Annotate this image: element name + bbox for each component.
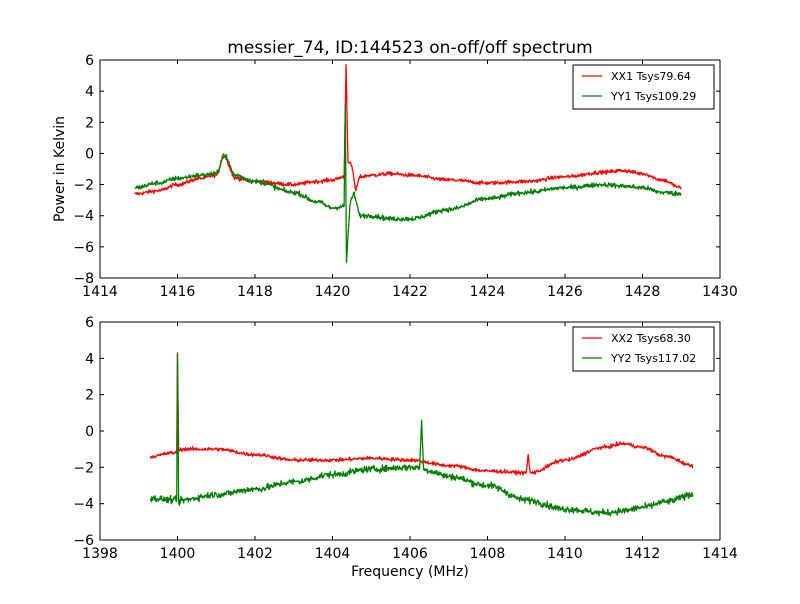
x-tick-label: 1430 — [702, 284, 738, 300]
y-tick-label: −4 — [73, 497, 94, 513]
x-tick-label: 1414 — [702, 546, 738, 562]
x-tick-label: 1418 — [237, 284, 273, 300]
x-tick-label: 1404 — [315, 546, 351, 562]
x-tick-label: 1402 — [237, 546, 273, 562]
x-tick-label: 1420 — [315, 284, 351, 300]
series-line-xx2 — [149, 352, 694, 476]
x-tick-label: 1398 — [82, 546, 118, 562]
y-tick-label: −2 — [73, 178, 94, 194]
x-tick-label: 1428 — [625, 284, 661, 300]
y-tick-label: 0 — [85, 424, 94, 440]
x-tick-label: 1406 — [392, 546, 428, 562]
legend-entry: XX2 Tsys68.30 — [611, 332, 691, 345]
x-tick-label: 1408 — [470, 546, 506, 562]
y-tick-label: −6 — [73, 533, 94, 549]
x-axis-label: Frequency (MHz) — [351, 564, 469, 580]
plot-area — [149, 352, 694, 517]
y-tick-label: 6 — [85, 315, 94, 331]
legend: XX2 Tsys68.30 YY2 Tsys117.02 — [572, 326, 715, 372]
x-tick-label: 1414 — [82, 284, 118, 300]
y-tick-label: 2 — [85, 115, 94, 131]
x-tick-label: 1424 — [470, 284, 506, 300]
x-tick-label: 1400 — [160, 546, 196, 562]
y-axis-label: Power in Kelvin — [52, 116, 68, 222]
panel-bottom: 1398 1400 1402 1404 1406 1408 1410 1412 1414 −6 −4… — [73, 315, 738, 562]
legend-box — [572, 64, 715, 110]
chart-title: messier_74, ID:144523 on-off/off spectru… — [227, 38, 592, 58]
y-tick-label: 4 — [85, 351, 94, 367]
y-tick-label: −4 — [73, 209, 94, 225]
y-tick-label: −2 — [73, 460, 94, 476]
legend-entry: XX1 Tsys79.64 — [611, 70, 691, 83]
y-tick-label: 4 — [85, 84, 94, 100]
x-tick-label: 1416 — [160, 284, 196, 300]
series-line-yy2 — [149, 354, 694, 517]
x-tick-label: 1410 — [547, 546, 583, 562]
legend-entry: YY2 Tsys117.02 — [610, 352, 696, 365]
y-tick-label: 6 — [85, 53, 94, 69]
y-tick-label: −8 — [73, 271, 94, 287]
legend-box — [572, 326, 715, 372]
x-tick-label: 1422 — [392, 284, 428, 300]
y-tick-label: 2 — [85, 388, 94, 404]
panel-top: 1414 1416 1418 1420 1422 1424 1426 1428 1430 −8 −6… — [73, 53, 737, 300]
series-line-yy1 — [134, 102, 682, 264]
x-tick-label: 1412 — [625, 546, 661, 562]
y-tick-label: −6 — [73, 240, 94, 256]
legend: XX1 Tsys79.64 YY1 Tsys109.29 — [572, 64, 715, 110]
x-tick-label: 1426 — [547, 284, 583, 300]
legend-entry: YY1 Tsys109.29 — [610, 90, 696, 103]
y-tick-label: 0 — [85, 146, 94, 162]
plot-area — [134, 64, 682, 264]
